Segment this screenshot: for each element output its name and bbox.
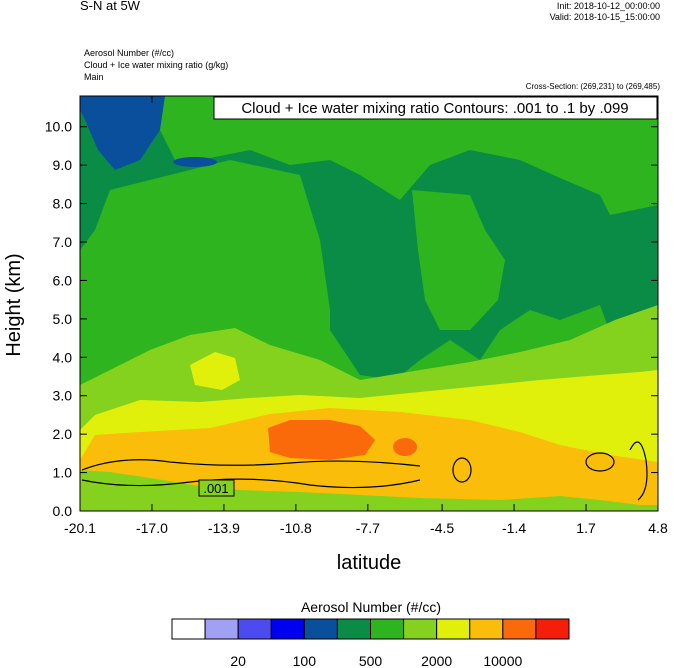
colorbar-tick-label: 100: [293, 653, 317, 668]
y-tick-label: 8.0: [53, 196, 73, 212]
contour-annotation-box: [213, 96, 658, 120]
y-tick-label: 0.0: [53, 503, 73, 519]
colorbar-swatch: [336, 618, 371, 640]
contour-lines: [81, 441, 648, 501]
x-axis: -20.1 -17.0 -13.9 -10.8 -7.7 -4.5 -1.4 1.7 4.8: [64, 96, 668, 536]
x-tick-label: -13.9: [208, 520, 240, 536]
y-tick-label: 4.0: [53, 349, 73, 365]
colorbar-swatch: [204, 618, 239, 640]
contour-line: [81, 459, 421, 471]
plot-frame: [79, 95, 659, 512]
contour-label-box: [198, 479, 235, 497]
x-tick-label: -17.0: [136, 520, 168, 536]
contour-line: [629, 441, 648, 501]
heatmap-field: [80, 96, 658, 511]
x-tick-label: -20.1: [64, 520, 96, 536]
y-axis: 0.0 1.0 2.0 3.0 4.0 5.0 6.0 7.0 8.0 9.0 10.0: [45, 119, 658, 519]
contour-label: .001: [203, 481, 228, 496]
contour-line: [585, 452, 615, 472]
subtitle-cloud: Cloud + Ice water mixing ratio (g/kg): [84, 60, 229, 70]
band-red-orange: [268, 420, 375, 460]
band-blue: [80, 96, 165, 170]
colorbar-swatch: [535, 618, 570, 640]
x-tick-label: -7.7: [356, 520, 380, 536]
colorbar-swatch: [370, 618, 405, 640]
band-upper-dark-green: [80, 96, 658, 380]
colorbar-swatch: [171, 618, 206, 640]
band-blue-patch: [173, 157, 217, 167]
colorbar-swatch: [237, 618, 272, 640]
colorbar-swatch: [502, 618, 537, 640]
y-tick-label: 3.0: [53, 388, 73, 404]
colorbar-swatch: [436, 618, 471, 640]
y-tick-label: 6.0: [53, 272, 73, 288]
colorbar-swatch: [469, 618, 504, 640]
y-tick-label: 2.0: [53, 426, 73, 442]
init-time: Init: 2018-10-12_00:00:00: [556, 1, 660, 11]
band-light-green-lower: [80, 470, 658, 511]
y-axis-label: Height (km): [3, 253, 25, 356]
y-tick-label: 7.0: [53, 234, 73, 250]
cross-section-label: Cross-Section: (269,231) to (269,485): [525, 82, 660, 91]
y-tick-label: 5.0: [53, 311, 73, 327]
band-mid-green-patch: [412, 190, 505, 330]
x-tick-label: -4.5: [430, 520, 454, 536]
band-mid-green-upper: [150, 96, 658, 215]
plot-title: S-N at 5W: [80, 0, 140, 13]
band-yellow-bubble: [190, 352, 240, 390]
contour-line: [452, 457, 472, 483]
x-tick-label: -10.8: [280, 520, 312, 536]
colorbar: 20 100 500 2000 10000: [171, 618, 570, 668]
subtitle-aerosol: Aerosol Number (#/cc): [84, 48, 175, 58]
colorbar-swatch: [403, 618, 438, 640]
colorbar-title: Aerosol Number (#/cc): [301, 599, 441, 615]
x-tick-label: -1.4: [502, 520, 526, 536]
x-tick-label: 4.8: [648, 520, 668, 536]
x-tick-label: 1.7: [576, 520, 596, 536]
y-tick-label: 1.0: [53, 465, 73, 481]
contour-line: [81, 478, 421, 489]
band-red-orange-patch: [393, 438, 417, 456]
colorbar-tick-label: 2000: [421, 653, 452, 668]
colorbar-tick-label: 20: [230, 653, 246, 668]
y-tick-label: 9.0: [53, 157, 73, 173]
colorbar-swatch: [270, 618, 305, 640]
y-tick-label: 10.0: [45, 119, 72, 135]
colorbar-swatch: [303, 618, 338, 640]
subtitle-main: Main: [84, 72, 104, 82]
valid-time: Valid: 2018-10-15_15:00:00: [549, 12, 660, 22]
colorbar-tick-label: 10000: [483, 653, 522, 668]
x-axis-label: latitude: [337, 552, 402, 574]
colorbar-tick-label: 500: [359, 653, 383, 668]
contour-annotation: Cloud + Ice water mixing ratio Contours:…: [241, 100, 628, 117]
